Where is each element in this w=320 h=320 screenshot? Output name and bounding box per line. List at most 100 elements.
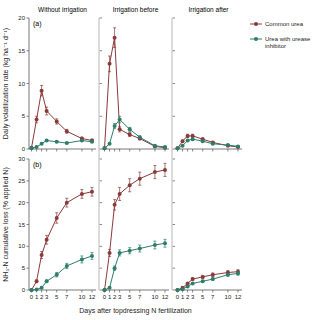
- point: [40, 142, 44, 146]
- x-tick: [46, 149, 47, 152]
- x-tick: [187, 149, 188, 152]
- error-cap: [128, 247, 131, 248]
- error-cap: [65, 268, 68, 269]
- error-cap: [80, 189, 83, 190]
- error-bar: [128, 133, 131, 137]
- error-cap: [113, 47, 116, 48]
- error-cap: [113, 210, 116, 211]
- x-tick: [227, 149, 228, 152]
- x-tick: [56, 290, 57, 293]
- y-tick: [27, 116, 30, 117]
- point: [45, 279, 49, 283]
- point: [153, 144, 157, 148]
- error-cap: [163, 176, 166, 177]
- y-tick: [100, 224, 103, 225]
- error-cap: [40, 258, 43, 259]
- x-tick: [41, 149, 42, 152]
- point: [211, 277, 215, 281]
- y-tick-label: 20: [18, 200, 25, 206]
- x-tick: [202, 290, 203, 293]
- error-bar: [113, 266, 116, 270]
- error-bar: [118, 127, 121, 132]
- marks: [103, 163, 167, 292]
- error-cap: [45, 107, 48, 108]
- x-axis: [102, 149, 169, 150]
- error-cap: [128, 191, 131, 192]
- point: [226, 273, 230, 277]
- x-tick-label: 7: [138, 294, 142, 300]
- y-label: Daily volatilization rate (kg ha⁻¹ d⁻¹): [2, 28, 10, 139]
- x-tick: [192, 149, 193, 152]
- error-cap: [118, 116, 121, 117]
- x-tick-label: 12: [235, 294, 242, 300]
- line: [105, 170, 165, 290]
- error-cap: [45, 235, 48, 236]
- point: [30, 288, 34, 292]
- error-cap: [35, 122, 38, 123]
- x-tick-label: 1: [108, 294, 112, 300]
- y-tick-label: 5: [22, 265, 26, 271]
- point: [201, 139, 205, 143]
- point: [80, 257, 84, 261]
- error-cap: [108, 249, 111, 250]
- error-bar: [90, 187, 93, 196]
- point: [45, 138, 49, 142]
- marks: [176, 270, 240, 292]
- x-tick: [114, 290, 115, 293]
- error-bar: [55, 119, 58, 124]
- point: [128, 133, 132, 137]
- error-cap: [108, 55, 111, 56]
- point: [163, 241, 167, 245]
- divider: [172, 18, 173, 290]
- error-cap: [153, 178, 156, 179]
- error-cap: [55, 223, 58, 224]
- error-bar: [128, 179, 131, 192]
- x-axis: [175, 290, 242, 291]
- y-tick: [100, 246, 103, 247]
- error-bar: [35, 116, 38, 123]
- error-cap: [55, 212, 58, 213]
- error-cap: [40, 95, 43, 96]
- error-bar: [65, 198, 68, 207]
- y-tick: [27, 149, 30, 150]
- point: [128, 127, 132, 131]
- x-tick: [66, 149, 67, 152]
- x-axis: [29, 290, 96, 291]
- error-cap: [55, 118, 58, 119]
- y-tick: [100, 268, 103, 269]
- point: [108, 62, 112, 66]
- error-cap: [113, 27, 116, 28]
- error-cap: [128, 253, 131, 254]
- x-axis: [175, 149, 242, 150]
- error-cap: [65, 263, 68, 264]
- error-cap: [90, 259, 93, 260]
- x-tick: [119, 290, 120, 293]
- point: [103, 146, 107, 150]
- x-tick: [237, 290, 238, 293]
- error-bar: [45, 107, 48, 115]
- error-bar: [40, 252, 43, 259]
- point: [113, 266, 117, 270]
- y-tick-label: 0: [22, 146, 26, 152]
- y-tick-label: 25: [18, 178, 25, 184]
- error-cap: [118, 187, 121, 188]
- point: [65, 201, 69, 205]
- point: [186, 134, 190, 138]
- panel: 0123571012051015202530: [18, 156, 96, 300]
- y-tick: [100, 159, 103, 160]
- point: [176, 288, 180, 292]
- y-tick: [100, 18, 103, 19]
- y-tick: [27, 50, 30, 51]
- legend-label-line: Common urea: [265, 21, 304, 27]
- x-tick-label: 1: [35, 294, 39, 300]
- error-cap: [65, 198, 68, 199]
- x-tick-label: 5: [128, 294, 132, 300]
- point: [40, 89, 44, 93]
- error-bar: [211, 278, 214, 280]
- error-cap: [108, 256, 111, 257]
- point: [30, 146, 34, 150]
- error-cap: [113, 128, 116, 129]
- point: [108, 251, 112, 255]
- error-cap: [55, 124, 58, 125]
- error-cap: [138, 252, 141, 253]
